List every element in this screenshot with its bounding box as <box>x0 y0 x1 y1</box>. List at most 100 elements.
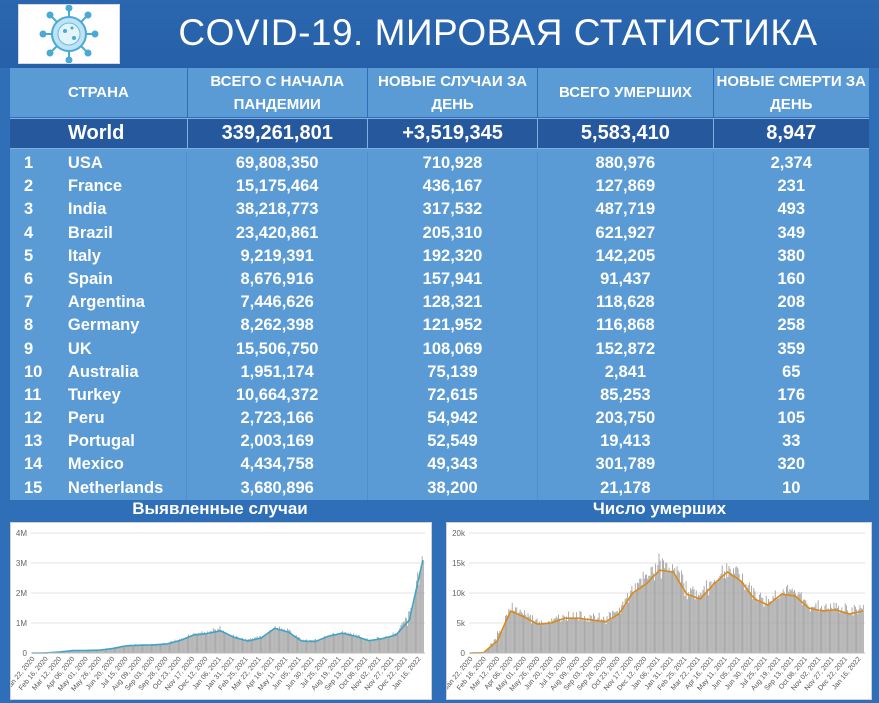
daily-bar <box>82 650 84 653</box>
daily-bar <box>226 633 228 653</box>
new-deaths-cell: 105 <box>777 409 806 428</box>
daily-bar <box>689 596 690 653</box>
daily-bar <box>643 578 645 653</box>
daily-bar <box>183 639 185 653</box>
daily-bar <box>337 634 339 653</box>
header-new-deaths: НОВЫЕ СМЕРТИ ЗА ДЕНЬ <box>716 72 867 113</box>
country-cell: Australia <box>50 360 188 384</box>
daily-bar <box>80 650 82 653</box>
daily-bar <box>370 639 371 653</box>
total-cases-cell: 4,434,758 <box>187 453 368 477</box>
daily-bar <box>290 631 292 653</box>
daily-bar <box>699 595 701 653</box>
daily-bar <box>97 649 99 653</box>
daily-bar <box>800 592 802 653</box>
daily-bar <box>401 623 403 653</box>
daily-bar <box>567 620 568 653</box>
country-cell: India <box>50 198 188 222</box>
world-total-deaths: 5,583,410 <box>538 119 714 148</box>
daily-bar <box>856 609 858 653</box>
daily-bar <box>225 633 227 653</box>
daily-bar <box>248 639 250 653</box>
daily-bar <box>853 604 855 653</box>
new-deaths-cell: 380 <box>777 246 806 265</box>
daily-bar <box>268 630 270 653</box>
new-deaths-cell: 493 <box>777 200 806 219</box>
daily-bar <box>740 582 742 653</box>
daily-bar <box>861 608 863 653</box>
daily-bar <box>551 618 553 653</box>
daily-bar <box>286 628 288 653</box>
daily-bar <box>635 590 637 653</box>
new-cases-cell: 317,532 <box>368 198 539 222</box>
daily-bar <box>683 583 685 653</box>
daily-bar <box>335 634 337 653</box>
daily-bar <box>535 619 537 653</box>
daily-bar <box>100 649 102 653</box>
daily-bar <box>545 623 547 653</box>
daily-bar <box>140 644 142 653</box>
daily-bar <box>421 556 423 653</box>
daily-bar <box>753 588 755 653</box>
daily-bar <box>300 639 302 653</box>
daily-bar <box>725 578 727 653</box>
daily-bar <box>381 638 383 653</box>
daily-bar <box>263 635 265 653</box>
daily-bar <box>748 582 750 653</box>
daily-bar <box>772 596 774 653</box>
daily-bar <box>836 607 838 653</box>
daily-bar <box>399 628 401 653</box>
daily-bar <box>191 636 193 653</box>
daily-bar <box>644 574 646 653</box>
daily-bar <box>571 618 573 653</box>
daily-bar <box>231 635 233 653</box>
daily-bar <box>397 633 398 653</box>
daily-bar <box>410 607 412 653</box>
daily-bar <box>816 609 818 653</box>
daily-bar <box>859 605 861 653</box>
daily-bar <box>121 645 123 653</box>
total-deaths-cell: 127,869 <box>538 175 714 199</box>
daily-bar <box>854 606 856 653</box>
total-deaths-cell: 118,628 <box>538 291 714 315</box>
daily-bar <box>547 621 549 653</box>
daily-bar <box>804 599 806 653</box>
daily-bar <box>204 634 206 653</box>
daily-bar <box>668 567 670 653</box>
daily-bar <box>240 638 242 653</box>
daily-bar <box>826 609 828 653</box>
rank-cell: 1 <box>24 154 34 172</box>
daily-bar <box>669 572 671 653</box>
daily-bar <box>210 630 212 653</box>
table-row: 1 USA 69,808,350 710,928 880,976 2,374 <box>10 152 869 176</box>
daily-bar <box>272 630 274 653</box>
daily-bar <box>325 637 327 653</box>
total-deaths-cell: 880,976 <box>538 152 714 176</box>
daily-bar <box>494 638 496 653</box>
daily-bar <box>608 611 610 653</box>
daily-bar <box>602 619 603 653</box>
daily-bar <box>238 638 240 653</box>
daily-bar <box>258 636 260 653</box>
table-row: 4 Brazil 23,420,861 205,310 621,927 349 <box>10 221 869 245</box>
daily-bar <box>652 573 654 653</box>
rank-cell: 3 <box>24 200 34 219</box>
daily-bar <box>224 631 225 653</box>
daily-bar <box>489 648 491 653</box>
daily-bar <box>72 650 74 653</box>
daily-bar <box>568 611 570 653</box>
total-cases-cell: 8,262,398 <box>187 314 368 338</box>
daily-bar <box>309 640 311 653</box>
daily-bar <box>307 641 309 653</box>
daily-bar <box>858 609 860 653</box>
daily-bar <box>331 633 333 653</box>
rank-cell: 7 <box>24 293 34 312</box>
daily-bar <box>293 635 295 653</box>
daily-bar <box>751 585 753 653</box>
daily-bar <box>674 567 676 653</box>
daily-bar <box>670 571 672 653</box>
daily-bar <box>615 611 617 653</box>
statistics-table: СТРАНА ВСЕГО С НАЧАЛА ПАНДЕМИИ НОВЫЕ СЛУ… <box>10 68 869 500</box>
daily-bar <box>213 629 215 653</box>
